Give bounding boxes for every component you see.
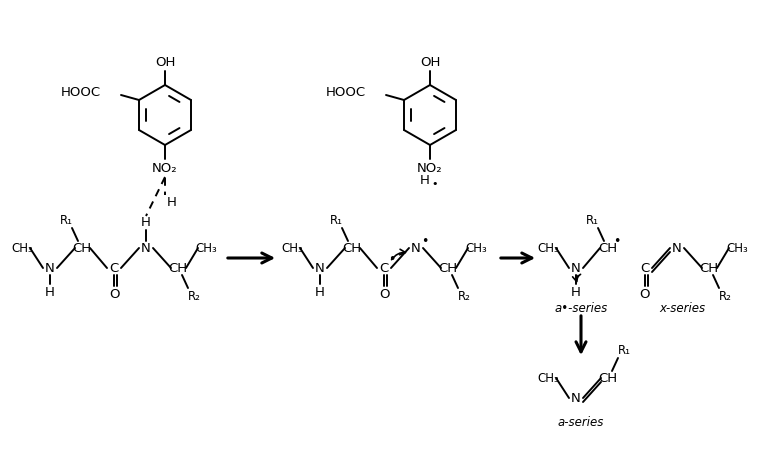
Text: CH₃: CH₃: [537, 371, 559, 384]
Text: C: C: [109, 261, 119, 274]
Text: NO₂: NO₂: [152, 162, 178, 175]
Text: N: N: [672, 242, 682, 255]
Text: N: N: [571, 261, 581, 274]
Text: C: C: [640, 261, 650, 274]
Text: OH: OH: [154, 56, 176, 69]
Text: O: O: [108, 287, 119, 300]
Text: H: H: [141, 215, 151, 229]
Text: R₂: R₂: [187, 290, 200, 303]
Text: CH: CH: [342, 242, 362, 255]
Text: CH: CH: [73, 242, 91, 255]
Text: H: H: [45, 286, 55, 298]
Text: CH: CH: [598, 242, 618, 255]
Text: N: N: [315, 261, 325, 274]
Text: CH: CH: [598, 371, 618, 384]
Text: R₁: R₁: [618, 344, 630, 357]
Text: a-series: a-series: [558, 417, 604, 430]
Text: N: N: [411, 242, 421, 255]
Text: CH: CH: [438, 261, 458, 274]
Text: HOOC: HOOC: [326, 85, 366, 98]
Text: H: H: [571, 286, 581, 298]
Text: C: C: [379, 261, 388, 274]
Text: CH: CH: [168, 261, 187, 274]
Text: H: H: [315, 286, 325, 298]
Text: •: •: [388, 254, 395, 267]
Text: CH₃: CH₃: [537, 242, 559, 255]
Text: N: N: [141, 242, 151, 255]
Text: CH₃: CH₃: [726, 242, 748, 255]
Text: O: O: [640, 287, 651, 300]
Text: •: •: [613, 235, 621, 248]
Text: R₁: R₁: [329, 213, 342, 226]
Text: NO₂: NO₂: [417, 162, 443, 175]
Text: CH₃: CH₃: [465, 242, 487, 255]
Text: CH₃: CH₃: [11, 242, 33, 255]
Text: R₁: R₁: [59, 213, 73, 226]
Text: •: •: [432, 179, 438, 189]
Text: OH: OH: [420, 56, 440, 69]
Text: a•-series: a•-series: [555, 302, 608, 315]
Text: CH₃: CH₃: [281, 242, 303, 255]
Text: H: H: [167, 196, 177, 209]
Text: x-series: x-series: [659, 302, 705, 315]
Text: CH₃: CH₃: [195, 242, 217, 255]
Text: O: O: [379, 287, 389, 300]
Text: R₂: R₂: [718, 290, 732, 303]
Text: N: N: [571, 391, 581, 405]
Text: HOOC: HOOC: [61, 85, 101, 98]
Text: N: N: [45, 261, 55, 274]
Text: H: H: [420, 175, 430, 188]
Text: •: •: [421, 235, 429, 248]
Text: R₁: R₁: [586, 213, 598, 226]
Text: CH: CH: [700, 261, 718, 274]
Text: R₂: R₂: [458, 290, 470, 303]
